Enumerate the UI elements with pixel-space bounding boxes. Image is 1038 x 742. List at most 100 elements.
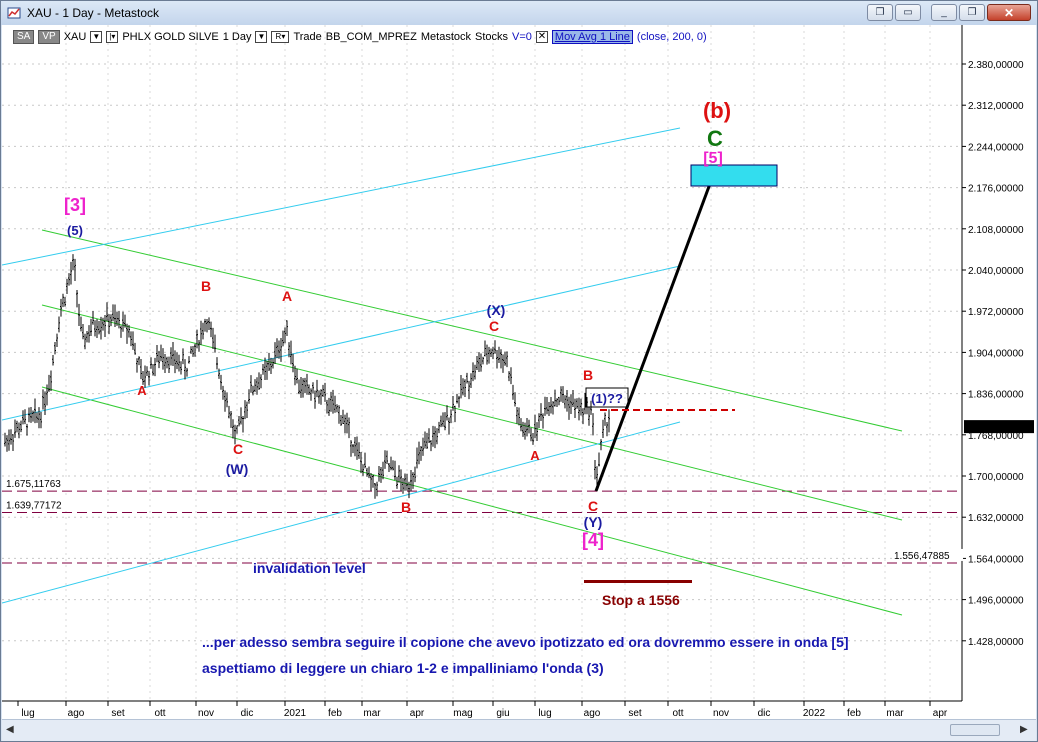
maximize-icon[interactable]: ▭ [895, 4, 921, 21]
price-bar [112, 304, 114, 322]
price-bar [226, 392, 228, 408]
price-bar [154, 357, 156, 377]
price-bar [490, 348, 492, 357]
price-bar [338, 405, 340, 424]
price-bar [12, 434, 14, 452]
sa-button[interactable]: SA [13, 30, 35, 44]
v-label: V=0 [512, 31, 532, 43]
price-bar [324, 382, 326, 402]
price-bar [106, 302, 108, 322]
price-bar [298, 379, 300, 395]
time-tick-label: nov [198, 708, 214, 719]
title-bar[interactable]: XAU - 1 Day - Metastock ❐ ▭ _ ❐ ✕ [1, 1, 1037, 25]
price-bar [220, 374, 222, 390]
price-bar [370, 473, 372, 491]
price-bar [458, 395, 460, 408]
indicator-params: (close, 200, 0) [636, 31, 707, 43]
price-tick-label: 1.972,00000 [968, 307, 1024, 318]
price-bar [28, 407, 30, 423]
horizontal-scrollbar[interactable]: ◀ ▶ [2, 719, 1036, 741]
price-bar [430, 440, 432, 452]
close-indicator-icon[interactable]: ✕ [535, 31, 548, 43]
trade-label[interactable]: Trade [293, 31, 322, 43]
price-bar [40, 411, 42, 429]
scroll-left-icon[interactable]: ◀ [6, 724, 14, 735]
minimize-button[interactable]: _ [931, 4, 957, 21]
template-label: BB_COM_MPREZ [325, 31, 417, 43]
price-bar [390, 456, 392, 471]
price-bar [158, 350, 160, 369]
price-bar [118, 310, 120, 329]
price-bar [74, 258, 76, 281]
price-bar [346, 412, 348, 434]
price-bar [532, 433, 534, 445]
price-bar [248, 389, 250, 404]
source-label: Metastock [420, 31, 471, 43]
price-bar [48, 374, 50, 392]
indicator-label[interactable]: Mov Avg 1 Line [551, 30, 633, 44]
price-bar [502, 354, 504, 373]
price-bar [148, 370, 150, 386]
price-bar [132, 331, 134, 350]
r-dropdown[interactable]: R▾ [271, 31, 290, 43]
price-bar [352, 444, 354, 454]
price-bar [488, 346, 490, 364]
security-dropdown-icon[interactable]: |▾ [106, 31, 119, 43]
price-bar [534, 414, 536, 439]
price-bar [258, 372, 260, 390]
price-bar [52, 355, 54, 366]
price-bar [494, 340, 496, 354]
stop-marker [584, 580, 692, 583]
symbol-dropdown-icon[interactable]: ▼ [90, 31, 103, 43]
price-bar [400, 469, 402, 491]
scroll-right-icon[interactable]: ▶ [1020, 724, 1028, 735]
price-bar [462, 378, 464, 396]
price-bar [184, 359, 186, 380]
price-bar [478, 352, 480, 372]
price-bar [244, 400, 246, 420]
price-bar [264, 357, 266, 380]
symbol-label[interactable]: XAU [63, 31, 87, 43]
vp-button[interactable]: VP [38, 30, 60, 44]
price-bar [196, 329, 198, 349]
comment-line-1: ...per adesso sembra seguire il copione … [202, 634, 849, 650]
price-tick-label: 2.176,00000 [968, 184, 1024, 195]
close-button[interactable]: ✕ [987, 4, 1031, 21]
restore-button[interactable]: ❐ [959, 4, 985, 21]
time-tick-label: set [628, 708, 642, 719]
chart-canvas[interactable]: 2.380,00000 2.312,00000 2.244,00000 2.176,0… [2, 25, 1036, 719]
wave-label-wX: (X) [487, 302, 506, 318]
price-bar [374, 482, 376, 499]
price-bar [280, 338, 282, 362]
price-bar [80, 316, 82, 332]
time-tick-label: 2022 [803, 708, 826, 719]
price-bar [272, 358, 274, 369]
price-bar [516, 406, 518, 424]
scroll-thumb[interactable] [950, 724, 1000, 736]
price-bar [428, 428, 430, 443]
price-bar [64, 296, 66, 307]
wave-label-wB1: B [201, 278, 211, 294]
price-bar [162, 348, 164, 370]
time-tick-label: ago [68, 708, 85, 719]
period-label[interactable]: 1 Day [222, 31, 252, 43]
price-bar [70, 261, 72, 285]
price-chart[interactable]: 2.380,00000 2.312,00000 2.244,00000 2.176,0… [2, 25, 1036, 719]
price-bar [180, 361, 182, 375]
price-bar [290, 340, 292, 365]
price-bar [334, 395, 336, 413]
channel-line [2, 421, 681, 604]
price-tick-label: 2.312,00000 [968, 101, 1024, 112]
price-bar [380, 467, 382, 483]
price-bar [190, 346, 192, 354]
price-bar [170, 347, 172, 366]
period-dropdown-icon[interactable]: ▼ [255, 31, 268, 43]
price-bar [302, 378, 304, 398]
restore-down-icon[interactable]: ❐ [867, 4, 893, 21]
price-bar [174, 350, 176, 374]
price-bar [274, 342, 276, 364]
price-bar [404, 473, 406, 491]
price-bar [602, 419, 604, 439]
price-bar [278, 340, 280, 359]
price-bar [182, 348, 184, 365]
